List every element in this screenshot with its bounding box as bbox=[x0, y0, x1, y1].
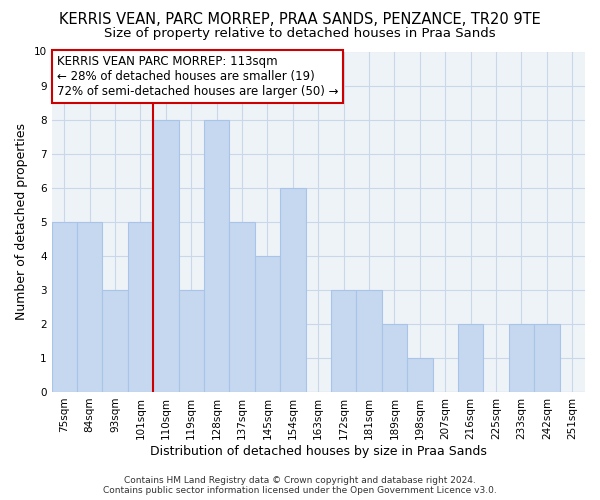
Text: Size of property relative to detached houses in Praa Sands: Size of property relative to detached ho… bbox=[104, 28, 496, 40]
Text: KERRIS VEAN, PARC MORREP, PRAA SANDS, PENZANCE, TR20 9TE: KERRIS VEAN, PARC MORREP, PRAA SANDS, PE… bbox=[59, 12, 541, 28]
Bar bbox=[77, 222, 103, 392]
X-axis label: Distribution of detached houses by size in Praa Sands: Distribution of detached houses by size … bbox=[150, 444, 487, 458]
Bar bbox=[153, 120, 179, 392]
Text: KERRIS VEAN PARC MORREP: 113sqm
← 28% of detached houses are smaller (19)
72% of: KERRIS VEAN PARC MORREP: 113sqm ← 28% of… bbox=[57, 55, 338, 98]
Bar bbox=[458, 324, 484, 392]
Bar bbox=[255, 256, 280, 392]
Bar bbox=[331, 290, 356, 392]
Bar bbox=[509, 324, 534, 392]
Bar bbox=[179, 290, 204, 392]
Bar bbox=[407, 358, 433, 392]
Bar bbox=[103, 290, 128, 392]
Bar bbox=[204, 120, 229, 392]
Bar bbox=[280, 188, 305, 392]
Text: Contains HM Land Registry data © Crown copyright and database right 2024.
Contai: Contains HM Land Registry data © Crown c… bbox=[103, 476, 497, 495]
Bar bbox=[52, 222, 77, 392]
Bar bbox=[128, 222, 153, 392]
Bar bbox=[356, 290, 382, 392]
Bar bbox=[229, 222, 255, 392]
Bar bbox=[382, 324, 407, 392]
Bar bbox=[534, 324, 560, 392]
Y-axis label: Number of detached properties: Number of detached properties bbox=[15, 123, 28, 320]
